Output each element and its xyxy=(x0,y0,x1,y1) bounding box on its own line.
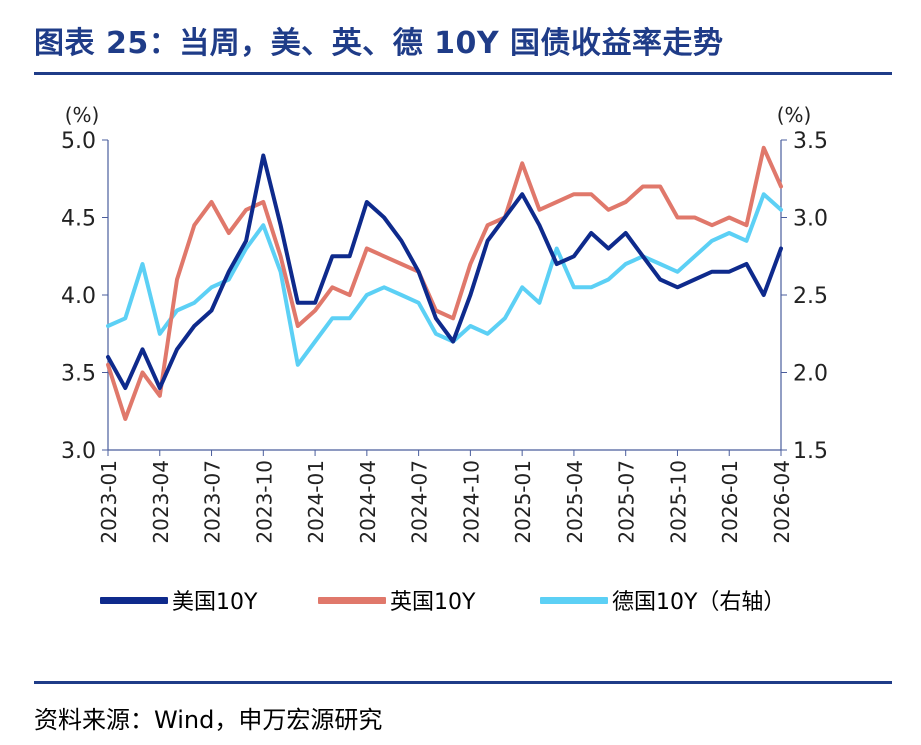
line-chart: 3.03.54.04.55.01.52.02.53.03.5(%) (%)2023… xyxy=(61,103,828,544)
right-tick-label: 1.5 xyxy=(793,439,828,464)
right-tick-label: 2.0 xyxy=(793,362,828,387)
x-tick-label: 2023-01 xyxy=(97,460,121,544)
right-tick-label: 3.5 xyxy=(793,129,828,154)
right-unit-label: (%) xyxy=(777,103,812,127)
x-tick-label: 2026-04 xyxy=(770,460,794,544)
left-unit-label: (%) xyxy=(65,103,100,127)
x-tick-label: 2024-01 xyxy=(304,460,328,544)
right-tick-label: 2.5 xyxy=(793,284,828,309)
left-tick-label: 3.0 xyxy=(61,439,96,464)
legend-label-de: 德国10Y（右轴） xyxy=(612,590,786,615)
title-rule xyxy=(34,72,892,75)
x-tick-label: 2023-10 xyxy=(252,460,276,544)
series-line-us xyxy=(106,153,783,390)
legend-item-uk: 英国10Y xyxy=(318,583,475,617)
legend-label-uk: 英国10Y xyxy=(390,590,476,615)
source-rule xyxy=(34,681,892,684)
x-tick-label: 2025-01 xyxy=(511,460,535,544)
left-tick-label: 4.5 xyxy=(61,207,96,232)
legend-label-us: 美国10Y xyxy=(172,590,258,615)
chart-axes xyxy=(102,139,787,456)
chart-series xyxy=(106,145,783,421)
x-tick-label: 2025-07 xyxy=(615,460,639,544)
legend-swatch-us xyxy=(100,596,168,604)
x-tick-label: 2025-10 xyxy=(666,460,690,544)
left-tick-label: 3.5 xyxy=(61,362,96,387)
legend-swatch-uk xyxy=(318,596,386,604)
series-line-de xyxy=(106,192,783,367)
legend-swatch-de xyxy=(540,596,608,604)
right-tick-label: 3.0 xyxy=(793,207,828,232)
x-tick-label: 2024-07 xyxy=(408,460,432,544)
x-tick-label: 2023-07 xyxy=(201,460,225,544)
x-tick-label: 2024-04 xyxy=(356,460,380,544)
left-tick-label: 5.0 xyxy=(61,129,96,154)
x-tick-label: 2024-10 xyxy=(459,460,483,544)
chart-title: 图表 25：当周，美、英、德 10Y 国债收益率走势 xyxy=(34,26,724,61)
x-tick-label: 2026-01 xyxy=(718,460,742,544)
series-line-uk xyxy=(106,145,783,421)
left-tick-label: 4.0 xyxy=(61,284,96,309)
x-tick-label: 2025-04 xyxy=(563,460,587,544)
legend-item-de: 德国10Y（右轴） xyxy=(540,583,785,617)
legend-item-us: 美国10Y xyxy=(100,583,257,617)
x-tick-label: 2023-04 xyxy=(149,460,173,544)
chart-labels: 3.03.54.04.55.01.52.02.53.03.5(%) (%)2023… xyxy=(61,103,828,544)
source-note: 资料来源：Wind，申万宏源研究 xyxy=(34,706,383,734)
